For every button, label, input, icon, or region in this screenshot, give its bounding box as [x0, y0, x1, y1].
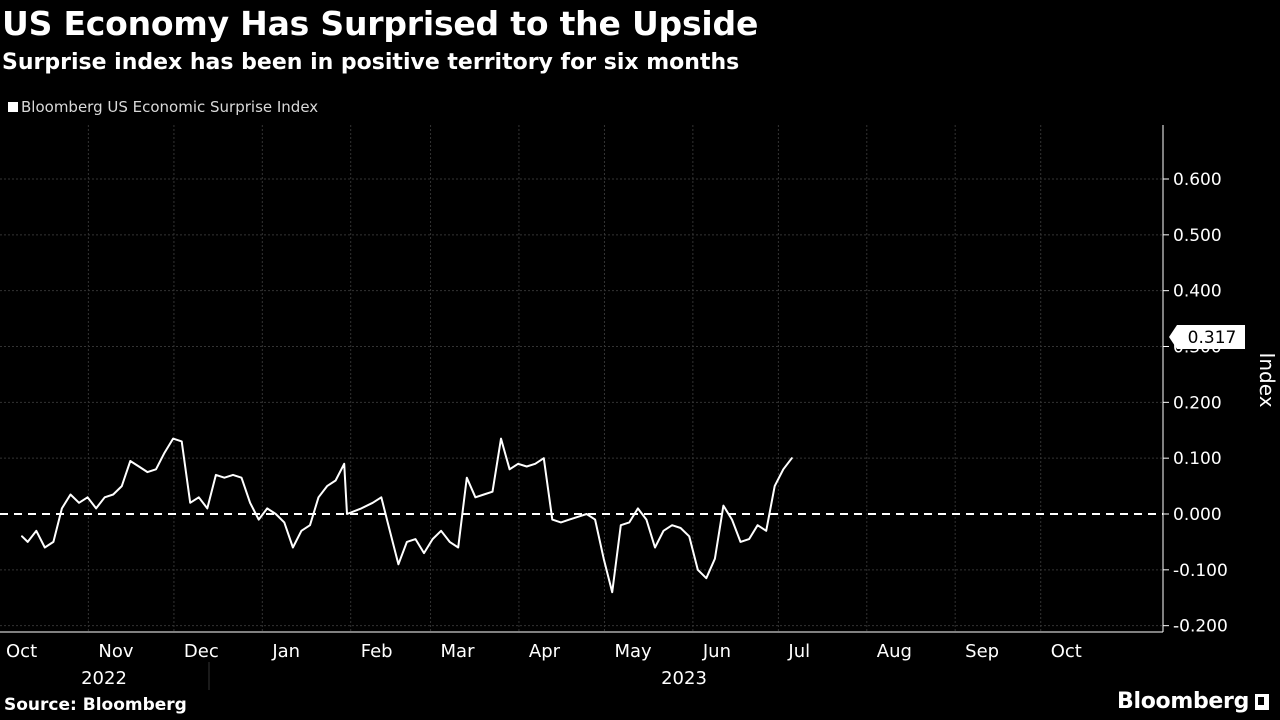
chart-subtitle: Surprise index has been in positive terr…	[2, 50, 740, 75]
y-tick-label: 0.400	[1173, 282, 1222, 302]
y-axis-title: Index	[1255, 352, 1279, 407]
x-tick-label: Sep	[965, 641, 999, 662]
x-tick-label: Nov	[98, 641, 133, 662]
x-tick-label: Jan	[271, 641, 300, 662]
last-value-label: 0.317	[1188, 328, 1237, 348]
bloomberg-mark-icon	[1255, 694, 1270, 710]
y-tick-label: 0.500	[1173, 226, 1222, 246]
y-tick-label: 0.600	[1173, 170, 1222, 190]
x-tick-label: Apr	[529, 641, 561, 662]
bloomberg-logo: Bloomberg	[1117, 687, 1270, 717]
legend-label: Bloomberg US Economic Surprise Index	[21, 98, 319, 116]
chart-title: US Economy Has Surprised to the Upside	[2, 4, 759, 43]
x-tick-label: Aug	[877, 641, 912, 662]
logo-text: Bloomberg	[1117, 689, 1250, 714]
y-tick-label: 0.100	[1173, 449, 1222, 469]
y-tick-label: 0.200	[1173, 393, 1222, 413]
x-tick-label: Mar	[441, 641, 476, 662]
x-tick-label: Feb	[361, 641, 393, 662]
chart-legend: Bloomberg US Economic Surprise Index	[8, 96, 318, 118]
y-tick-label: 0.000	[1173, 505, 1222, 525]
x-tick-label: Jun	[702, 641, 731, 662]
year-label: 2022	[81, 668, 127, 689]
y-tick-label: -0.200	[1173, 617, 1228, 637]
last-value-callout: 0.317	[1169, 325, 1245, 350]
x-tick-label: Jul	[787, 641, 810, 662]
x-tick-label: Oct	[6, 641, 37, 662]
x-tick-label: Dec	[184, 641, 219, 662]
legend-swatch	[8, 102, 18, 112]
source-note: Source: Bloomberg	[4, 695, 187, 715]
series-line	[21, 437, 793, 594]
last-value-box	[1169, 325, 1245, 350]
x-tick-label: May	[614, 641, 652, 662]
y-tick-label: -0.100	[1173, 561, 1228, 581]
year-label: 2023	[661, 668, 707, 689]
x-tick-label: Oct	[1051, 641, 1082, 662]
